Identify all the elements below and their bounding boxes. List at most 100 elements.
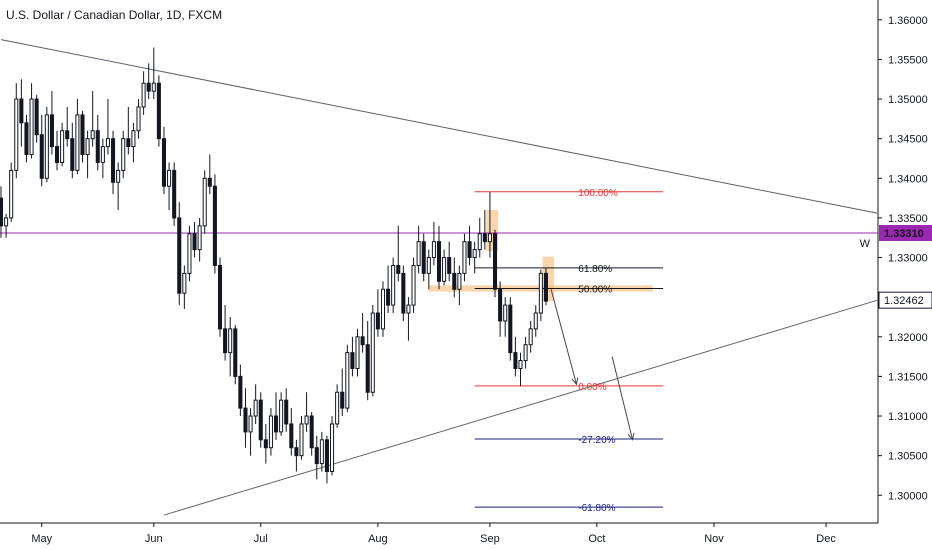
candle-body xyxy=(95,130,100,163)
candle-body xyxy=(279,399,284,433)
candle-body xyxy=(4,217,9,227)
candle-body xyxy=(54,146,60,163)
candle-body xyxy=(360,336,365,346)
candle xyxy=(345,344,350,413)
candle xyxy=(167,162,172,210)
arrow-head xyxy=(571,377,579,386)
projection-arrow[interactable] xyxy=(550,289,579,386)
candle xyxy=(406,297,411,341)
candle-body xyxy=(386,288,391,306)
candle-body xyxy=(60,130,65,163)
arrow-shaft xyxy=(611,356,634,440)
candle-body xyxy=(172,169,177,219)
candle xyxy=(263,423,268,464)
fib-level-label: 0.00% xyxy=(578,382,606,393)
candle-body xyxy=(34,98,39,136)
candle-body xyxy=(538,272,543,314)
price-tick-label: 1.30000 xyxy=(888,490,928,502)
candle-body xyxy=(533,312,538,330)
candle-body xyxy=(396,264,401,274)
candle xyxy=(533,305,538,337)
candle-body xyxy=(457,272,462,290)
candle-body xyxy=(314,447,319,465)
candle xyxy=(105,99,110,155)
candle xyxy=(411,257,416,314)
candle xyxy=(19,79,24,147)
candle xyxy=(523,336,528,369)
candle xyxy=(436,225,442,290)
candle xyxy=(156,75,161,147)
candle xyxy=(44,106,49,183)
candle xyxy=(95,114,100,171)
candle xyxy=(401,265,406,321)
candle xyxy=(324,435,329,484)
candle-body xyxy=(508,304,513,354)
candle-body xyxy=(14,98,19,171)
candle xyxy=(90,91,95,147)
projection-arrows[interactable] xyxy=(550,289,635,441)
candle-body xyxy=(70,138,75,171)
candle-body xyxy=(39,134,44,179)
candle-body xyxy=(309,415,314,449)
candle-body xyxy=(294,447,299,457)
candle xyxy=(121,130,126,179)
trendlines[interactable] xyxy=(0,39,878,516)
candle xyxy=(116,162,121,210)
candle xyxy=(360,313,365,353)
price-axis[interactable]: 1.36000 1.35500 1.35000 1.34500 1.34000 1.335… xyxy=(878,15,928,502)
candle-body xyxy=(243,407,248,433)
candle xyxy=(9,162,14,222)
candle-body xyxy=(65,130,70,140)
candle xyxy=(508,297,513,361)
candle-body xyxy=(487,233,492,243)
candle xyxy=(233,324,238,385)
candle-body xyxy=(233,328,238,377)
candle-body xyxy=(75,114,80,171)
candle-body xyxy=(212,185,217,266)
candle-body xyxy=(223,328,228,354)
price-label: 1.33310 xyxy=(879,224,932,241)
candle xyxy=(49,91,54,155)
fib-level-label: -61.80% xyxy=(578,503,615,514)
projection-arrow[interactable] xyxy=(611,356,635,441)
candle xyxy=(136,99,141,139)
fib-level-label: 50.00% xyxy=(578,284,612,295)
candle-body xyxy=(462,241,467,274)
candle-body xyxy=(482,233,487,243)
candle xyxy=(314,435,319,480)
candle xyxy=(207,154,212,195)
candle xyxy=(182,265,187,310)
candle xyxy=(141,71,146,115)
time-axis[interactable]: May Jun Jul Aug Sep Oct Nov Dec xyxy=(31,523,836,545)
candle xyxy=(80,110,85,163)
candle xyxy=(85,130,90,179)
candle xyxy=(161,126,167,195)
candle xyxy=(518,352,523,386)
candle-body xyxy=(253,399,258,417)
candle-body xyxy=(100,146,105,163)
candle xyxy=(482,209,487,250)
candle-body xyxy=(131,130,136,148)
candle xyxy=(192,221,197,258)
candle-body xyxy=(202,177,207,227)
candle xyxy=(258,392,263,448)
time-tick-label: Aug xyxy=(368,533,388,545)
candle-body xyxy=(370,312,375,393)
candle xyxy=(498,281,503,337)
candle xyxy=(477,217,482,258)
candle-body xyxy=(126,138,131,148)
candle-body xyxy=(543,272,548,302)
candle-body xyxy=(228,328,233,354)
candle-body xyxy=(151,82,156,92)
candle-body xyxy=(116,169,121,183)
trendline[interactable] xyxy=(163,299,878,516)
candle-body xyxy=(177,217,182,294)
candle xyxy=(386,265,391,314)
time-tick-label: Oct xyxy=(588,533,605,545)
trendline[interactable] xyxy=(0,39,878,214)
candle-body xyxy=(238,375,243,409)
fibonacci-retracement[interactable]: 100.00% 61.80% 50.00% 0.00% -27.20% -61.80% xyxy=(474,188,664,514)
fib-level-label: 100.00% xyxy=(578,188,618,199)
candle-body xyxy=(375,312,380,330)
